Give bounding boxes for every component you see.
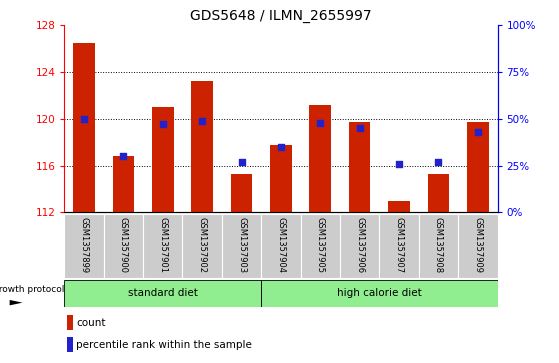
Bar [103, 214, 143, 278]
Point [355, 125, 364, 131]
Bar [143, 214, 182, 278]
Point [277, 144, 286, 150]
Bar [182, 214, 222, 278]
Bar [340, 214, 380, 278]
Bar [152, 107, 174, 212]
Bar [67, 315, 73, 330]
Text: growth protocol: growth protocol [0, 285, 65, 294]
Bar [467, 122, 489, 212]
Point [119, 154, 128, 159]
Title: GDS5648 / ILMN_2655997: GDS5648 / ILMN_2655997 [190, 9, 372, 23]
Text: GSM1357908: GSM1357908 [434, 217, 443, 273]
Bar [388, 201, 410, 212]
Text: GSM1357901: GSM1357901 [158, 217, 167, 273]
Text: GSM1357902: GSM1357902 [198, 217, 207, 273]
Bar [73, 43, 95, 212]
Bar [458, 214, 498, 278]
Text: GSM1357900: GSM1357900 [119, 217, 128, 273]
Bar [380, 214, 419, 278]
Bar [261, 214, 301, 278]
Bar [349, 122, 371, 212]
Text: standard diet: standard diet [128, 288, 198, 298]
Bar [64, 280, 261, 307]
Text: high calorie diet: high calorie diet [337, 288, 421, 298]
Bar [261, 280, 498, 307]
Text: GSM1357903: GSM1357903 [237, 217, 246, 273]
Point [473, 129, 482, 135]
Text: GSM1357906: GSM1357906 [355, 217, 364, 273]
Text: GSM1357905: GSM1357905 [316, 217, 325, 273]
Text: GSM1357899: GSM1357899 [79, 217, 88, 273]
Point [158, 122, 167, 127]
Point [434, 159, 443, 165]
Bar [310, 105, 331, 212]
Text: GSM1357909: GSM1357909 [473, 217, 482, 273]
Bar [270, 144, 292, 212]
Text: GSM1357907: GSM1357907 [395, 217, 404, 273]
Bar [191, 81, 213, 212]
Bar [428, 174, 449, 212]
Point [237, 159, 246, 165]
Text: percentile rank within the sample: percentile rank within the sample [76, 340, 252, 350]
Point [198, 118, 207, 124]
Point [79, 116, 88, 122]
Bar [301, 214, 340, 278]
Text: count: count [76, 318, 106, 328]
Polygon shape [10, 300, 22, 305]
Point [316, 120, 325, 126]
Point [395, 161, 404, 167]
Bar [112, 156, 134, 212]
Bar [231, 174, 252, 212]
Bar [64, 214, 103, 278]
Text: GSM1357904: GSM1357904 [276, 217, 286, 273]
Bar [67, 337, 73, 352]
Bar [419, 214, 458, 278]
Bar [222, 214, 261, 278]
